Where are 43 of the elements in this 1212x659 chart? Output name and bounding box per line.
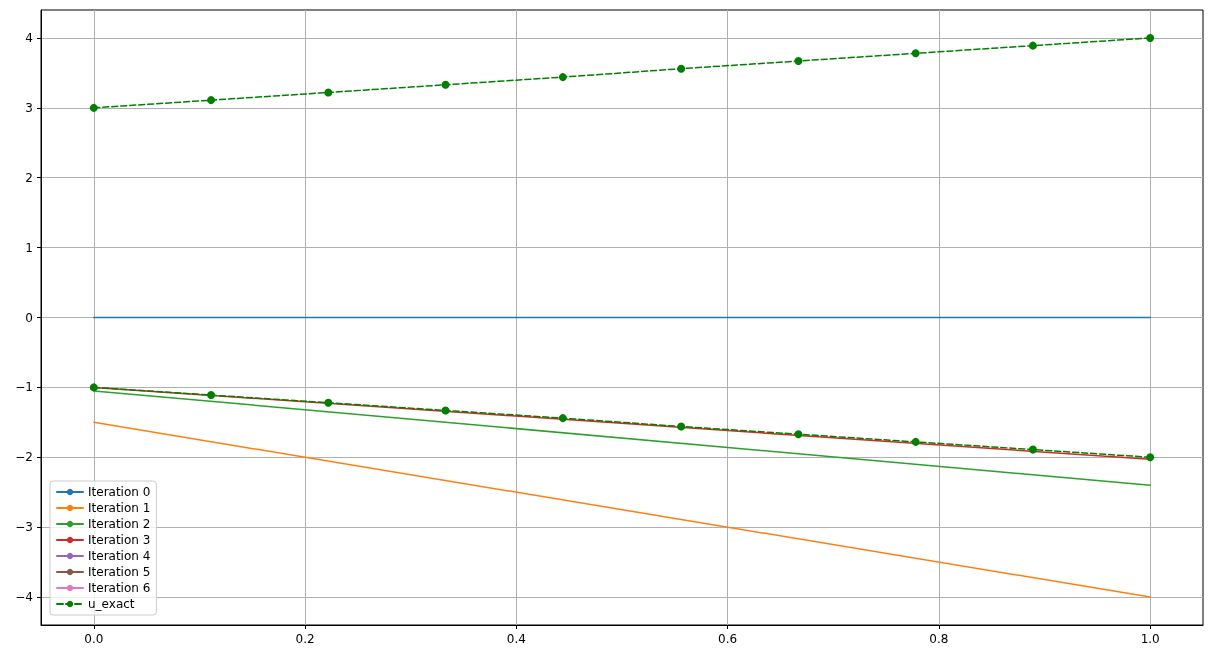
legend-label: Iteration 0 [88, 485, 151, 499]
x-tick-label: 0.2 [295, 632, 315, 646]
legend-label: Iteration 1 [88, 501, 151, 515]
point [441, 80, 450, 89]
point [207, 96, 216, 105]
point [794, 57, 803, 66]
x-tick-label: 0.8 [929, 632, 949, 646]
y-tick-label: 4 [25, 30, 33, 45]
point [324, 88, 333, 97]
y-tick-label: −3 [15, 520, 33, 535]
legend-label: u_exact [88, 597, 135, 611]
point [911, 437, 920, 446]
y-tick-label: 0 [25, 310, 33, 325]
legend-label: Iteration 6 [88, 581, 151, 595]
point [677, 64, 686, 73]
y-tick-label: −4 [15, 590, 33, 605]
point [1146, 453, 1155, 462]
y-tick-label: 2 [25, 170, 33, 185]
point [794, 430, 803, 439]
point [558, 73, 567, 82]
y-tick-label: −2 [15, 450, 33, 465]
x-tick-label: 0.6 [718, 632, 738, 646]
point [207, 391, 216, 400]
legend-label: Iteration 4 [88, 549, 151, 563]
y-tick-label: 3 [25, 100, 33, 115]
legend-label: Iteration 3 [88, 533, 151, 547]
point [1028, 445, 1037, 454]
point [89, 103, 98, 112]
point [1028, 41, 1037, 50]
y-tick-label: 1 [25, 240, 33, 255]
point [911, 49, 920, 58]
x-tick-label: 0.4 [506, 632, 526, 646]
point [89, 383, 98, 392]
point [677, 422, 686, 431]
x-tick-label: 1.0 [1140, 632, 1160, 646]
point [324, 398, 333, 407]
point [441, 406, 450, 415]
point [1146, 33, 1155, 42]
y-tick-label: −1 [15, 380, 33, 395]
x-tick-label: 0.0 [84, 632, 104, 646]
legend-label: Iteration 5 [88, 565, 151, 579]
point [558, 414, 567, 423]
legend-label: Iteration 2 [88, 517, 151, 531]
